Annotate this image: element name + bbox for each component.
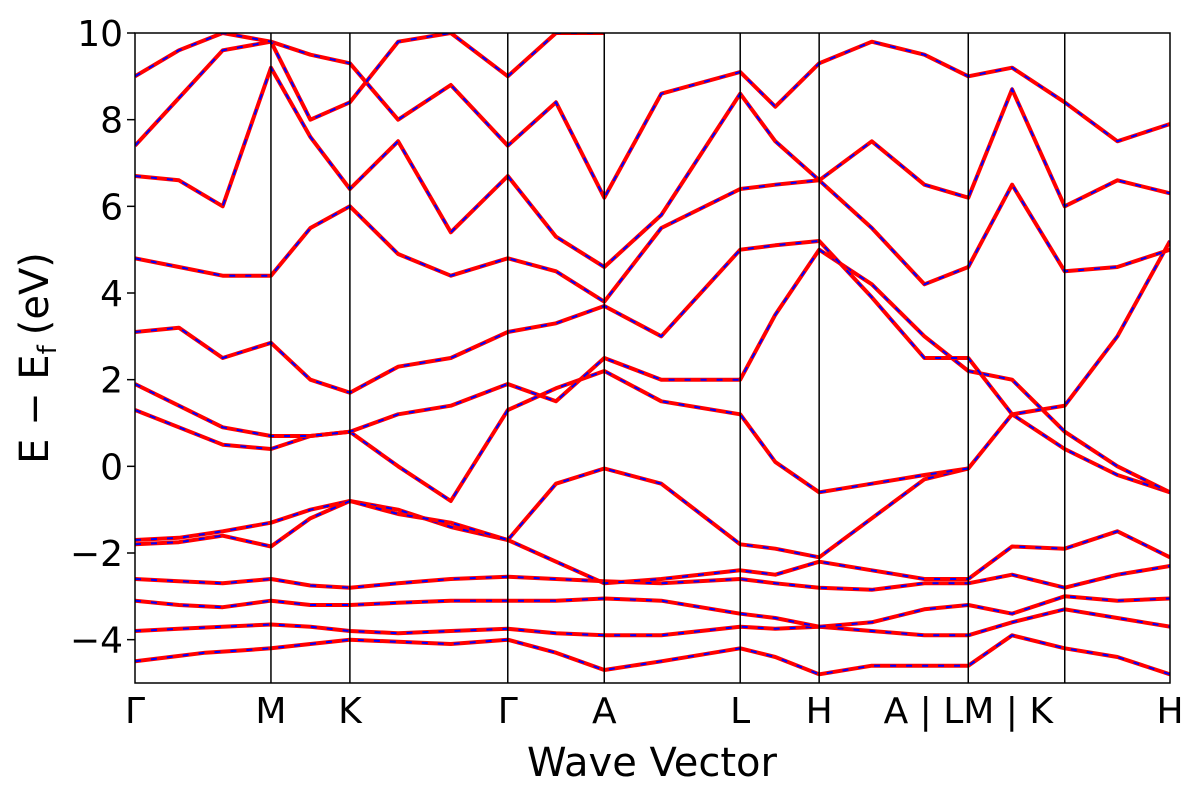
band-line-12 [135,33,605,122]
y-tick-label-2: 0 [100,447,123,488]
x-ticks: Γ M K Γ A L H A | LM | K H [125,691,1184,732]
x-tick-label-8: H [1156,691,1183,732]
band-line-overlay-2 [135,595,1170,628]
band-line-overlay-4 [135,467,969,559]
y-axis-title: E − Ef (eV) [12,252,63,464]
x-tick-label-2: K [338,691,363,732]
band-line-9 [135,178,1170,304]
y-axis-title-unit: (eV) [12,252,58,335]
x-tick-label-5: L [730,691,750,732]
band-line-11 [135,39,1170,200]
x-tick-label-3: Γ [498,691,518,732]
x-tick-label-6: H [806,691,833,732]
band-line-8 [135,239,1170,417]
band-line-10 [135,65,1170,269]
svg-text:E − Ef(eV): E − Ef (eV) [12,252,63,464]
y-axis-title-main: E − E [12,354,58,464]
band-line-overlay-8 [135,239,1170,416]
y-tick-label-0: −4 [70,621,123,662]
band-line-overlay-5 [135,499,1170,585]
y-tick-label-1: −2 [70,534,123,575]
x-axis-title: Wave Vector [527,740,778,786]
band-line-5 [135,499,1170,586]
y-ticks: −4 −2 0 2 4 6 8 10 [70,14,135,662]
band-line-overlay-11 [135,40,1170,200]
x-tick-label-1: M [255,691,286,732]
kpoint-lines [270,33,1066,683]
y-tick-label-5: 6 [100,187,123,228]
band-line-overlay-9 [135,179,1170,304]
y-tick-label-3: 2 [100,361,123,402]
band-line-overlay-1 [135,608,1170,637]
band-line-overlay-6 [135,369,1170,503]
band-line-overlay-0 [135,634,1170,676]
y-tick-label-7: 10 [77,14,123,55]
y-axis-title-sub: f [33,344,63,354]
y-tick-label-4: 4 [100,274,123,315]
x-tick-label-4: A [592,691,617,732]
band-line-7 [135,247,1170,495]
y-tick-label-6: 8 [100,101,123,142]
band-lines [135,33,1170,677]
band-line-overlay-7 [135,248,1170,494]
plot-frame [134,32,1171,684]
band-line-0 [135,633,1170,677]
x-tick-label-0: Γ [125,691,145,732]
x-tick-label-7: A | LM | K [884,691,1055,732]
